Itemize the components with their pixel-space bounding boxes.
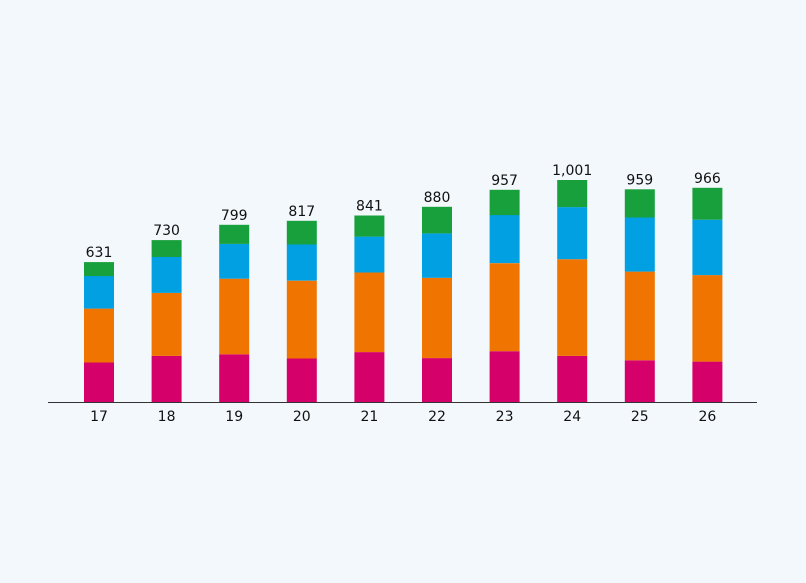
bar-segment-19-series-4: [219, 224, 250, 244]
bar-segment-24-series-4: [557, 180, 588, 208]
bar-segment-21-series-3: [354, 236, 385, 273]
bar-segment-18-series-4: [151, 240, 182, 257]
bar-segment-21-series-2: [354, 272, 385, 353]
bars-layer: [84, 180, 723, 402]
total-label-22: 880: [424, 190, 451, 206]
x-tick-label-22: 22: [428, 409, 446, 425]
bar-segment-23-series-2: [489, 263, 520, 352]
total-label-25: 959: [626, 172, 653, 188]
total-label-26: 966: [694, 171, 721, 187]
bar-segment-24-series-1: [557, 355, 588, 402]
x-tick-label-18: 18: [158, 409, 176, 425]
bar-segment-26-series-2: [692, 275, 723, 362]
bar-segment-26-series-3: [692, 219, 723, 276]
bar-segment-22-series-3: [422, 233, 452, 278]
bar-segment-17-series-3: [84, 276, 114, 309]
bar-segment-19-series-3: [219, 243, 250, 279]
bar-segment-17-series-4: [84, 262, 114, 277]
total-label-21: 841: [356, 199, 383, 215]
total-label-20: 817: [288, 204, 315, 220]
bar-segment-18-series-1: [151, 355, 182, 402]
bar-segment-18-series-2: [151, 292, 182, 356]
total-label-18: 730: [153, 223, 180, 239]
total-label-19: 799: [221, 208, 248, 224]
total-label-17: 631: [86, 245, 113, 261]
bar-segment-23-series-4: [489, 189, 520, 216]
bar-segment-25-series-4: [624, 189, 655, 218]
bar-segment-24-series-3: [557, 207, 588, 260]
bar-segment-17-series-2: [84, 308, 114, 363]
bar-segment-19-series-2: [219, 278, 250, 355]
bar-segment-26-series-4: [692, 187, 723, 220]
bar-segment-25-series-2: [624, 271, 655, 361]
bar-segment-22-series-4: [422, 206, 452, 234]
x-tick-label-19: 19: [225, 409, 243, 425]
x-tick-label-21: 21: [360, 409, 378, 425]
bar-segment-21-series-1: [354, 352, 385, 402]
x-tick-label-17: 17: [90, 409, 108, 425]
bar-segment-20-series-2: [286, 280, 317, 359]
bar-segment-23-series-1: [489, 351, 520, 402]
bar-segment-17-series-1: [84, 362, 114, 402]
bar-segment-26-series-1: [692, 361, 723, 402]
total-label-24: 1,001: [552, 163, 592, 179]
x-tick-label-20: 20: [293, 409, 311, 425]
bar-segment-20-series-1: [286, 358, 317, 402]
bar-segment-20-series-3: [286, 244, 317, 281]
bar-segment-18-series-3: [151, 257, 182, 293]
bar-segment-25-series-3: [624, 217, 655, 272]
bar-segment-19-series-1: [219, 354, 250, 402]
bar-segment-22-series-2: [422, 277, 452, 359]
bar-segment-23-series-3: [489, 215, 520, 264]
x-tick-label-24: 24: [563, 409, 581, 425]
x-tick-label-25: 25: [631, 409, 649, 425]
bar-segment-21-series-4: [354, 215, 385, 237]
bar-segment-25-series-1: [624, 360, 655, 402]
labels-layer: 631 17 730 18 799 19 817 20 841 21 880 22 957 23 1,001…: [86, 163, 721, 425]
total-label-23: 957: [491, 173, 518, 189]
x-tick-label-26: 26: [698, 409, 716, 425]
bar-segment-20-series-4: [286, 220, 317, 245]
bar-segment-22-series-1: [422, 358, 452, 402]
bar-segment-24-series-2: [557, 259, 588, 356]
x-tick-label-23: 23: [496, 409, 514, 425]
